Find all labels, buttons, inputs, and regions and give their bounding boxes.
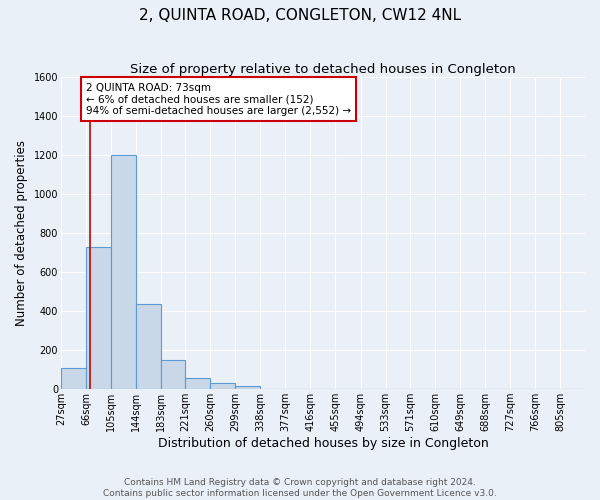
Bar [211,383,235,389]
Bar [235,386,260,389]
Text: 2 QUINTA ROAD: 73sqm
← 6% of detached houses are smaller (152)
94% of semi-detac: 2 QUINTA ROAD: 73sqm ← 6% of detached ho… [86,82,351,116]
Y-axis label: Number of detached properties: Number of detached properties [15,140,28,326]
Text: Contains HM Land Registry data © Crown copyright and database right 2024.
Contai: Contains HM Land Registry data © Crown c… [103,478,497,498]
Bar [111,155,136,389]
X-axis label: Distribution of detached houses by size in Congleton: Distribution of detached houses by size … [158,437,488,450]
Bar [61,368,86,389]
Text: 2, QUINTA ROAD, CONGLETON, CW12 4NL: 2, QUINTA ROAD, CONGLETON, CW12 4NL [139,8,461,22]
Bar [185,378,211,389]
Bar [136,304,161,389]
Bar [161,360,185,389]
Bar [86,246,111,389]
Title: Size of property relative to detached houses in Congleton: Size of property relative to detached ho… [130,62,516,76]
